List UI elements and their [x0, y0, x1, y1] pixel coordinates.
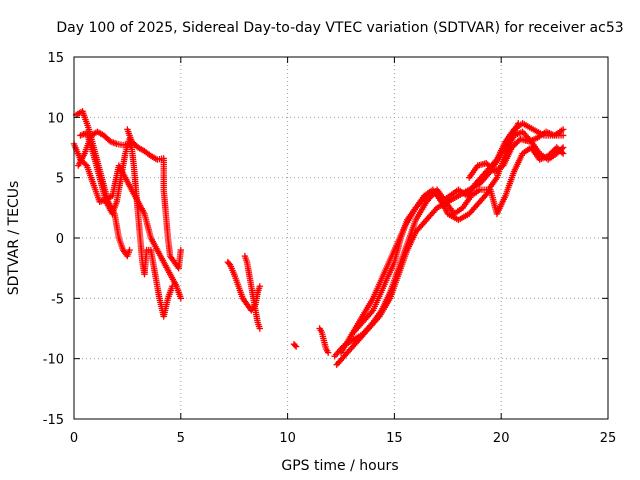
data-point	[256, 283, 264, 290]
grid-lines	[74, 57, 608, 419]
data-point	[508, 144, 516, 151]
series-track-e	[77, 129, 133, 218]
data-point	[126, 246, 133, 254]
series-track-n	[465, 126, 567, 181]
y-tick-label: 15	[47, 51, 64, 66]
data-point	[488, 165, 496, 173]
y-axis-label: SDTVAR / TECUs	[6, 181, 22, 296]
data-point	[169, 283, 176, 290]
data-point	[511, 141, 518, 148]
data-point	[485, 162, 493, 170]
data-points	[70, 108, 567, 368]
data-point	[550, 147, 558, 154]
data-point	[177, 295, 184, 302]
data-point	[558, 149, 566, 156]
data-point	[547, 149, 555, 157]
series-track-g	[241, 252, 264, 332]
data-point	[292, 343, 300, 350]
data-point	[483, 159, 490, 167]
data-point	[549, 148, 556, 155]
data-point	[514, 138, 521, 146]
x-ticks: 0 5 10 15 20 25	[70, 57, 616, 446]
y-tick-label: 5	[56, 172, 64, 187]
series-track-m	[348, 144, 567, 338]
data-point	[559, 150, 567, 157]
data-point	[82, 161, 89, 168]
data-point	[324, 349, 332, 356]
data-point	[291, 342, 299, 349]
data-point	[487, 164, 494, 171]
data-point	[546, 151, 553, 158]
y-tick-label: -15	[43, 413, 64, 428]
x-tick-label: 10	[279, 431, 296, 446]
series-track-f	[224, 258, 264, 314]
series-track-l	[331, 128, 567, 360]
data-point	[126, 135, 133, 143]
x-tick-label: 15	[386, 431, 403, 446]
data-point	[510, 142, 517, 150]
data-point	[559, 132, 567, 139]
y-ticks: -15 -10 -5 0 5 10 15	[43, 51, 608, 428]
series-track-j	[333, 120, 522, 368]
x-tick-label: 0	[70, 431, 78, 446]
data-point	[559, 126, 567, 133]
y-tick-label: -10	[43, 353, 64, 368]
data-point	[256, 325, 264, 332]
x-axis-label: GPS time / hours	[281, 458, 398, 474]
y-tick-label: -5	[51, 292, 64, 307]
x-tick-label: 5	[177, 431, 185, 446]
data-point	[484, 161, 491, 168]
data-point	[559, 144, 567, 151]
series-track-h	[290, 340, 300, 350]
y-tick-label: 0	[56, 232, 64, 247]
series-track-d	[124, 126, 184, 272]
y-tick-label: 10	[47, 111, 64, 126]
data-point	[177, 246, 184, 254]
x-tick-label: 20	[493, 431, 510, 446]
chart-title: Day 100 of 2025, Sidereal Day-to-day VTE…	[56, 20, 623, 36]
series-track-i	[316, 325, 332, 356]
data-point	[512, 140, 520, 147]
data-point	[544, 152, 552, 160]
x-tick-label: 25	[600, 431, 617, 446]
